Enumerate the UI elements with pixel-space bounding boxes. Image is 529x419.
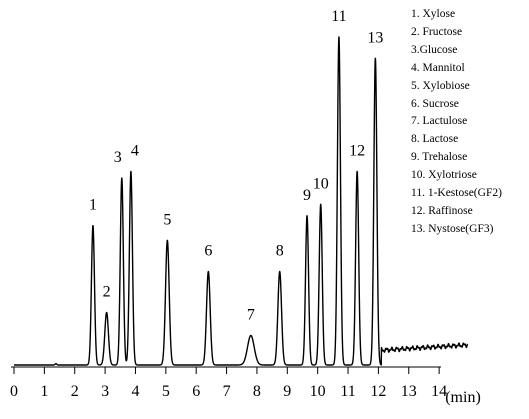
x-tick-label: 8 [253,383,261,400]
legend-entry: 2. Fructose [411,25,463,38]
chromatogram-trace [13,36,469,366]
x-tick-label: 1 [40,383,48,400]
x-tick-label: 0 [10,383,18,400]
peak-label: 13 [367,29,383,46]
peak-label: 6 [204,243,212,260]
legend-entry: 13. Nystose(GF3) [411,222,494,235]
legend-entry: 8. Lactose [411,133,459,146]
peak-label: 7 [247,306,255,323]
x-tick-label: 5 [162,383,170,400]
x-axis-ticks: 0 1 2 3 4 5 6 7 8 9 10 11 12 13 14 [10,367,447,400]
x-tick-label: 7 [223,383,231,400]
peak-label: 2 [103,284,111,301]
legend-entry: 5. Xylobiose [411,79,470,92]
peak-label: 3 [114,149,122,166]
x-tick-label: 14 [431,383,447,400]
x-tick-label: 11 [340,383,355,400]
x-tick-label: 9 [283,383,291,400]
x-tick-label: 4 [131,383,139,400]
peak-label: 1 [89,197,97,214]
x-axis-label: (min) [445,389,481,406]
legend-entry: 12. Raffinose [411,204,473,217]
peak-label: 8 [276,243,284,260]
peak-label: 4 [131,142,139,159]
peak-label: 9 [303,187,311,204]
x-tick-label: 13 [401,383,417,400]
legend-entry: 4. Mannitol [411,61,465,74]
peak-label: 12 [349,142,365,159]
legend-entry: 3.Glucose [411,43,458,56]
peak-label: 11 [331,8,346,25]
legend-entry: 11. 1-Kestose(GF2) [411,187,502,200]
peak-label: 10 [313,175,329,192]
x-tick-label: 12 [370,383,386,400]
x-tick-label: 2 [71,383,79,400]
peak-label: 5 [163,211,171,228]
x-axis: 0 1 2 3 4 5 6 7 8 9 10 11 12 13 14 (min) [10,366,481,406]
x-tick-label: 10 [310,383,326,400]
legend-entry: 10. Xylotriose [411,169,477,182]
legend: 1. Xylose 2. Fructose 3.Glucose 4. Mannitol… [411,6,502,239]
legend-entry: 6. Sucrose [411,97,459,110]
legend-entry: 1. Xylose [411,8,456,20]
legend-entry: 9. Trehalose [411,151,468,164]
x-tick-label: 3 [101,383,109,400]
x-tick-label: 6 [192,383,200,400]
legend-entry: 7. Lactulose [411,115,468,128]
